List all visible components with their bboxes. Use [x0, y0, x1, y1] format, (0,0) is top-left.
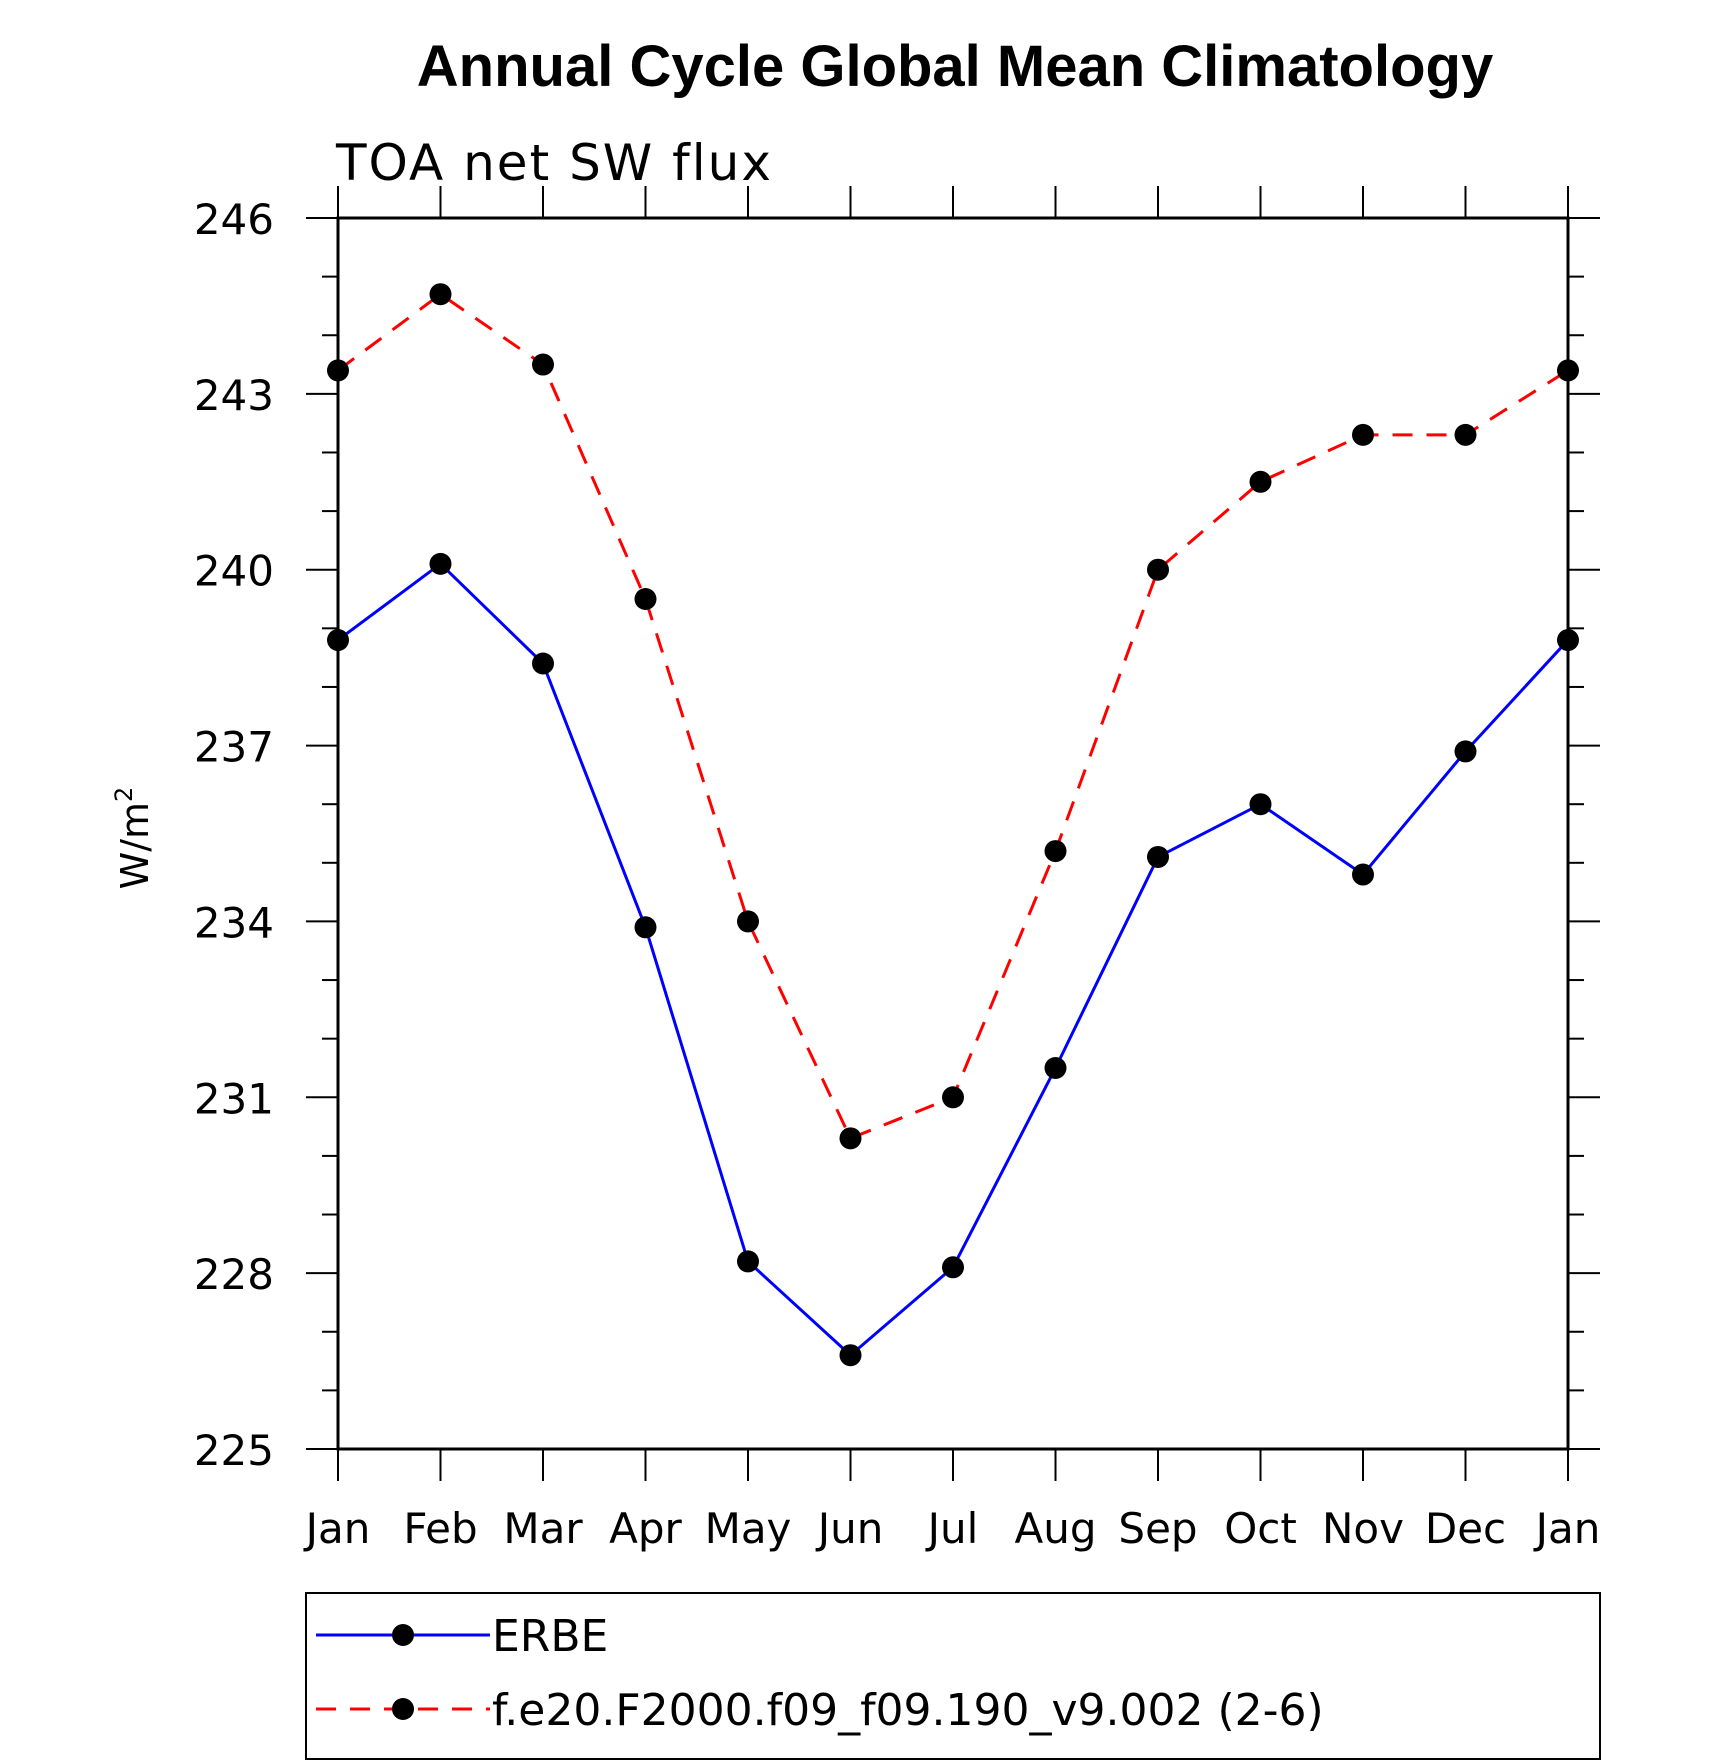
- y-tick-label: 228: [194, 1250, 274, 1299]
- x-tick-label: Jun: [815, 1504, 884, 1553]
- legend-items: ERBE f.e20.F2000.f09_f09.190_v9.002 (2-6): [316, 1611, 1324, 1736]
- axis-ticks: [306, 186, 1600, 1481]
- data-point-series-2: [942, 1086, 964, 1109]
- data-point-series-1: [942, 1256, 964, 1279]
- x-tick-label: Jan: [303, 1504, 371, 1553]
- data-point-series-2: [1557, 359, 1579, 382]
- data-point-series-1: [839, 1344, 862, 1367]
- legend-marker-1: [392, 1624, 414, 1646]
- chart-subtitle: TOA net SW flux: [335, 134, 773, 192]
- series-markers: [327, 283, 1579, 1367]
- data-point-series-1: [532, 652, 554, 675]
- y-tick-label: 234: [194, 898, 274, 947]
- data-point-series-2: [1044, 840, 1067, 863]
- data-point-series-1: [1147, 845, 1169, 868]
- legend-label-1: ERBE: [492, 1611, 608, 1662]
- data-point-series-2: [429, 283, 452, 306]
- x-tick-labels: Jan Feb Mar Apr May Jun Jul Aug Sep Oct Nov Dec Jan: [303, 1504, 1601, 1553]
- x-tick-label: Oct: [1224, 1504, 1297, 1553]
- data-point-series-1: [1454, 740, 1477, 763]
- y-tick-label: 231: [194, 1074, 274, 1123]
- series-lines: [337, 292, 1570, 1358]
- x-tick-label: Jul: [925, 1504, 979, 1553]
- y-tick-label: 240: [194, 547, 274, 596]
- x-tick-label: Jan: [1533, 1504, 1601, 1553]
- y-tick-label: 225: [194, 1426, 274, 1475]
- data-point-series-1: [1557, 629, 1579, 652]
- x-tick-label: Aug: [1014, 1504, 1096, 1553]
- y-axis-label-text: W/m: [113, 802, 157, 889]
- data-point-series-1: [1044, 1056, 1067, 1079]
- y-axis-label-superscript: 2: [110, 787, 138, 802]
- data-point-series-2: [532, 353, 554, 376]
- y-tick-label: 243: [194, 371, 274, 420]
- data-point-series-2: [1454, 423, 1477, 446]
- data-point-series-2: [1352, 423, 1374, 446]
- legend-marker-2: [392, 1698, 414, 1720]
- x-tick-label: Dec: [1425, 1504, 1506, 1553]
- data-point-series-1: [634, 916, 657, 939]
- svg-text:W/m2: W/m2: [110, 787, 157, 890]
- data-point-series-1: [429, 552, 452, 575]
- data-point-series-2: [327, 359, 349, 382]
- data-point-series-1: [737, 1250, 759, 1273]
- data-point-series-2: [1249, 470, 1272, 493]
- x-tick-label: Feb: [403, 1504, 477, 1553]
- data-point-series-2: [1147, 558, 1169, 581]
- y-tick-label: 237: [194, 723, 274, 772]
- legend-label-2: f.e20.F2000.f09_f09.190_v9.002 (2-6): [492, 1685, 1324, 1736]
- legend-box: [305, 1592, 1601, 1760]
- data-point-series-1: [1352, 863, 1374, 886]
- x-tick-label: Nov: [1322, 1504, 1404, 1553]
- chart-title: Annual Cycle Global Mean Climatology: [417, 34, 1493, 99]
- y-tick-label: 246: [194, 195, 274, 244]
- data-point-series-1: [327, 629, 349, 652]
- data-point-series-2: [839, 1127, 862, 1150]
- y-axis-label: W/m2: [110, 787, 157, 890]
- series-line-2: [337, 292, 1569, 1141]
- data-point-series-1: [1249, 793, 1272, 816]
- data-point-series-2: [737, 910, 759, 933]
- x-tick-label: Mar: [503, 1504, 583, 1553]
- y-tick-labels: 225 228 231 234 237 240 243 246: [194, 195, 274, 1475]
- series-line-1: [337, 561, 1570, 1358]
- x-tick-label: Sep: [1118, 1504, 1197, 1553]
- x-tick-label: Apr: [609, 1504, 682, 1553]
- x-tick-label: May: [705, 1504, 792, 1553]
- legend: ERBE f.e20.F2000.f09_f09.190_v9.002 (2-6): [305, 1592, 1601, 1760]
- data-point-series-2: [634, 588, 657, 611]
